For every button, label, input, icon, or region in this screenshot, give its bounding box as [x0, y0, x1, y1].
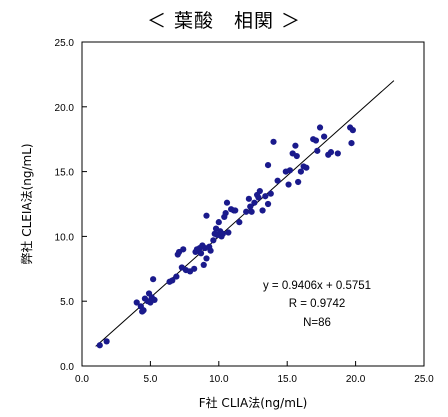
data-point: [243, 208, 250, 215]
data-point: [169, 277, 176, 284]
correlation-coefficient: R = 0.9742: [289, 298, 346, 310]
data-point: [316, 124, 324, 131]
data-point: [222, 209, 229, 217]
data-point: [103, 338, 110, 345]
x-tick-label: 20.0: [346, 374, 366, 385]
data-point: [251, 199, 258, 206]
data-point: [150, 276, 157, 283]
data-point: [286, 167, 294, 174]
y-axis-label: 弊社 CLEIA法(ng/mL): [19, 143, 34, 264]
tick-labels: 0.0 5.0 10.0 15.0 20.0 25.0 0.0 5.0 10.0 15.0 20.0…: [55, 38, 435, 385]
data-point: [248, 208, 255, 215]
data-point: [96, 342, 103, 349]
data-point: [151, 296, 158, 304]
data-point: [225, 229, 232, 236]
data-point: [219, 230, 227, 237]
regression-equation: y = 0.9406x + 0.5751: [263, 280, 371, 292]
y-tick-label: 25.0: [55, 38, 75, 49]
y-tick-label: 0.0: [60, 362, 74, 373]
data-point: [259, 207, 266, 214]
data-point: [133, 299, 140, 306]
data-point: [203, 212, 210, 219]
x-axis-label: F社 CLIA法(ng/mL): [199, 395, 308, 410]
y-tick-label: 15.0: [55, 168, 75, 179]
data-point: [293, 152, 300, 160]
data-point: [173, 273, 180, 280]
data-point: [292, 142, 299, 149]
sample-count: N=86: [303, 317, 331, 329]
data-point: [140, 307, 147, 314]
data-point: [264, 162, 272, 169]
x-tick-label: 0.0: [75, 374, 89, 385]
data-point: [348, 139, 355, 147]
data-point: [232, 207, 239, 214]
data-point: [197, 250, 205, 257]
data-point: [321, 133, 328, 140]
data-point: [327, 149, 335, 156]
data-point: [255, 194, 262, 201]
data-point: [247, 203, 254, 210]
data-point: [334, 150, 341, 157]
data-point: [297, 168, 304, 175]
y-tick-label: 10.0: [55, 232, 75, 243]
x-tick-label: 5.0: [143, 374, 157, 385]
data-point: [256, 187, 263, 195]
chart-title: ＜ 葉酸 相関 ＞: [146, 10, 302, 32]
data-point: [267, 190, 274, 197]
data-point: [207, 247, 214, 254]
axis-ticks: [81, 41, 425, 367]
data-point: [314, 147, 321, 154]
x-tick-label: 15.0: [277, 374, 297, 385]
data-point: [262, 193, 269, 200]
data-point: [210, 237, 217, 244]
data-point: [180, 246, 187, 253]
data-point: [245, 195, 252, 202]
y-tick-label: 5.0: [60, 297, 74, 308]
data-point: [303, 164, 310, 171]
data-point: [223, 199, 231, 206]
x-tick-label: 10.0: [209, 374, 229, 385]
data-point: [295, 178, 302, 186]
data-point: [274, 177, 281, 184]
data-point: [349, 127, 356, 134]
data-point: [200, 261, 207, 269]
data-point: [312, 137, 320, 144]
data-point: [270, 138, 277, 145]
data-point: [236, 219, 243, 226]
data-point: [285, 181, 292, 188]
x-tick-label: 25.0: [414, 374, 434, 385]
data-point: [264, 200, 272, 208]
data-points: [96, 124, 356, 349]
y-tick-label: 20.0: [55, 103, 75, 114]
data-point: [215, 219, 222, 226]
data-point: [191, 265, 198, 272]
data-point: [203, 255, 210, 262]
